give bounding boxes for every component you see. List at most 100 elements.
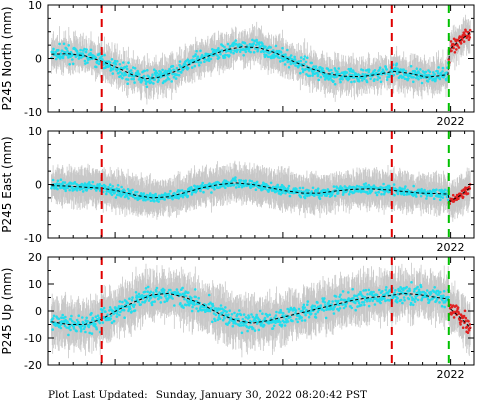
- data-point-north-1-28: [459, 42, 463, 45]
- data-point-east-0-95: [91, 180, 95, 184]
- data-point-north-0-159: [119, 74, 122, 78]
- data-point-east-0-223: [147, 197, 150, 201]
- data-point-north-0-142: [112, 67, 115, 71]
- data-point-north-0-656: [336, 70, 339, 73]
- data-point-east-0-374: [213, 188, 216, 191]
- data-point-east-0-71: [81, 187, 84, 190]
- data-point-north-1-35: [462, 40, 466, 43]
- data-point-east-1-44: [466, 192, 470, 195]
- data-point-north-0-644: [330, 71, 334, 75]
- data-point-east-0-435: [239, 179, 243, 182]
- data-point-north-0-281: [172, 75, 176, 79]
- offsets-north: [100, 5, 450, 112]
- data-point-north-0-274: [169, 69, 173, 73]
- data-point-north-0-158: [119, 70, 122, 74]
- data-point-north-0-649: [333, 76, 336, 79]
- data-point-east-0-446: [244, 179, 248, 182]
- data-point-north-0-16: [57, 48, 60, 52]
- data-point-north-0-825: [409, 64, 413, 68]
- data-point-east-0-141: [111, 185, 115, 188]
- data-point-north-0-612: [316, 73, 320, 77]
- data-point-north-0-770: [385, 78, 389, 81]
- data-point-east-0-457: [249, 186, 252, 190]
- data-point-north-0-393: [221, 44, 224, 47]
- data-point-north-0-134: [108, 64, 112, 68]
- data-point-north-0-83: [86, 61, 89, 64]
- data-point-east-0-188: [132, 195, 135, 199]
- data-point-north-0-362: [207, 59, 211, 63]
- data-point-north-0-155: [117, 67, 121, 71]
- data-point-east-0-14: [56, 187, 59, 191]
- data-point-north-0-509: [272, 49, 275, 52]
- data-point-east-0-890: [438, 189, 441, 192]
- data-point-north-0-282: [173, 68, 176, 72]
- data-point-east-0-155: [117, 188, 121, 191]
- data-point-north-0-683: [347, 77, 351, 81]
- data-point-east-0-903: [443, 188, 447, 192]
- data-point-north-0-19: [58, 42, 61, 46]
- data-point-north-0-785: [392, 73, 396, 77]
- data-point-north-0-446: [244, 50, 248, 54]
- data-point-north-0-742: [373, 69, 377, 72]
- data-point-north-0-366: [209, 57, 213, 61]
- data-point-north-0-591: [307, 69, 311, 72]
- ticks-east: -10 0 10: [24, 125, 474, 245]
- data-point-east-0-577: [301, 186, 305, 190]
- data-point-east-0-848: [419, 194, 423, 198]
- data-point-east-0-721: [364, 182, 368, 185]
- data-point-north-0-116: [100, 54, 104, 58]
- data-point-north-0-270: [167, 77, 171, 81]
- data-point-north-0-276: [170, 80, 173, 83]
- data-point-east-0-910: [446, 198, 450, 202]
- y-tick-label-east--10: -10: [24, 232, 42, 245]
- data-point-north-0-642: [330, 68, 333, 72]
- data-point-north-0-417: [231, 44, 235, 47]
- data-point-north-0-339: [197, 64, 201, 67]
- data-point-north-0-67: [79, 48, 82, 52]
- data-point-east-0-345: [200, 183, 204, 187]
- data-point-north-0-148: [114, 63, 118, 66]
- data-point-east-0-150: [115, 187, 119, 190]
- data-point-north-0-713: [361, 79, 364, 82]
- data-point-north-0-690: [350, 73, 354, 77]
- data-point-east-0-701: [355, 184, 359, 188]
- data-point-east-0-744: [374, 191, 378, 194]
- data-point-north-0-457: [249, 50, 252, 54]
- data-point-east-0-430: [237, 185, 241, 188]
- data-point-north-0-329: [193, 64, 197, 68]
- data-point-north-0-109: [97, 62, 101, 66]
- data-point-north-0-572: [299, 59, 303, 63]
- data-point-north-0-732: [369, 77, 372, 81]
- data-point-east-0-176: [126, 187, 130, 191]
- data-point-east-0-87: [88, 181, 91, 184]
- data-point-east-0-543: [286, 187, 290, 190]
- data-point-north-0-293: [177, 73, 181, 77]
- data-point-north-1-5: [449, 40, 453, 43]
- data-point-east-0-154: [117, 191, 120, 194]
- data-point-east-0-206: [139, 192, 143, 195]
- data-point-north-0-807: [402, 75, 405, 79]
- data-point-east-0-33: [64, 189, 67, 193]
- x-tick-label-east: 2022: [437, 241, 465, 254]
- data-point-north-0-724: [365, 80, 369, 84]
- data-point-north-0-441: [242, 54, 245, 57]
- data-point-north-0-338: [197, 61, 200, 64]
- data-point-north-0-162: [120, 72, 124, 75]
- data-point-north-0-413: [230, 49, 233, 52]
- data-point-east-1-22: [457, 197, 460, 200]
- data-point-east-0-726: [366, 192, 370, 195]
- data-point-north-1-49: [468, 28, 472, 32]
- data-point-north-0-753: [378, 76, 382, 80]
- data-point-north-0-461: [251, 38, 254, 42]
- data-point-east-0-168: [123, 189, 126, 193]
- data-point-north-0-517: [275, 49, 279, 53]
- data-point-east-0-530: [281, 191, 284, 195]
- data-point-east-0-893: [439, 195, 443, 199]
- offsets-east: [100, 131, 450, 238]
- data-point-north-0-659: [337, 67, 341, 70]
- data-point-east-0-161: [120, 185, 123, 189]
- data-point-north-0-286: [174, 77, 178, 80]
- data-point-east-0-757: [380, 192, 383, 196]
- data-point-east-0-648: [332, 185, 336, 188]
- data-point-east-0-46: [70, 182, 73, 185]
